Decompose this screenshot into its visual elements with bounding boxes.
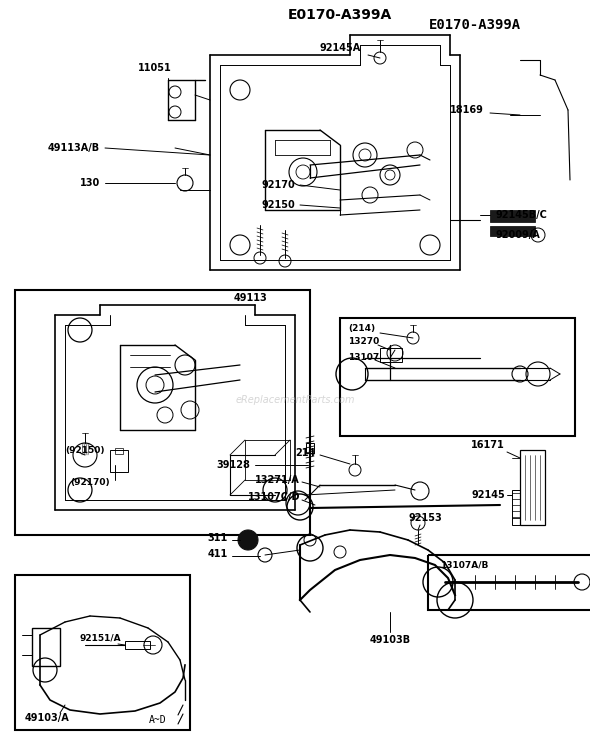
Text: (92170): (92170) [70,479,110,488]
Text: 92145B/C: 92145B/C [495,210,547,220]
Bar [512,490,520,525]
Text: 18169: 18169 [450,105,484,115]
Bar [306,443,314,453]
Text: A~D: A~D [149,715,167,725]
Bar [15,575,190,730]
Text: 92153: 92153 [408,513,442,523]
Text: 92151/A: 92151/A [79,633,121,642]
Text: 214: 214 [295,448,315,458]
Text: 11051: 11051 [138,63,172,73]
Text: 92145A: 92145A [319,43,360,53]
Text: 13107: 13107 [348,353,379,362]
Text: (214): (214) [348,323,375,332]
Bar [490,226,535,236]
Text: 92150: 92150 [261,200,295,210]
Bar [490,210,535,222]
Text: 49103B: 49103B [369,635,411,645]
Bar [115,448,123,454]
Bar [340,318,575,436]
Text: 39128: 39128 [216,460,250,470]
Bar [125,641,150,649]
Text: 92170: 92170 [261,180,295,190]
Text: eReplacementParts.com: eReplacementParts.com [235,395,355,405]
Text: 13107C/D: 13107C/D [247,492,300,502]
Text: 49103/A: 49103/A [25,713,70,723]
Text: E0170-A399A: E0170-A399A [288,8,392,22]
Text: 92009/A: 92009/A [495,230,540,240]
Text: 92145: 92145 [471,490,505,500]
Bar [428,555,590,610]
Text: 13270: 13270 [348,338,379,347]
Bar [15,290,310,535]
Text: 411: 411 [208,549,228,559]
Bar [32,628,60,666]
Text: 130: 130 [80,178,100,188]
Text: 49113A/B: 49113A/B [48,143,100,153]
Text: 49113: 49113 [233,293,267,303]
Text: 13107A/B: 13107A/B [440,560,489,569]
Text: E0170-A399A: E0170-A399A [429,18,521,32]
Bar [520,450,545,525]
Bar [380,348,402,362]
Text: 16171: 16171 [471,440,505,450]
Circle shape [238,530,258,550]
Text: (92150): (92150) [65,445,104,454]
Text: 311: 311 [208,533,228,543]
Bar [110,450,128,472]
Text: 13271/A: 13271/A [255,475,300,485]
